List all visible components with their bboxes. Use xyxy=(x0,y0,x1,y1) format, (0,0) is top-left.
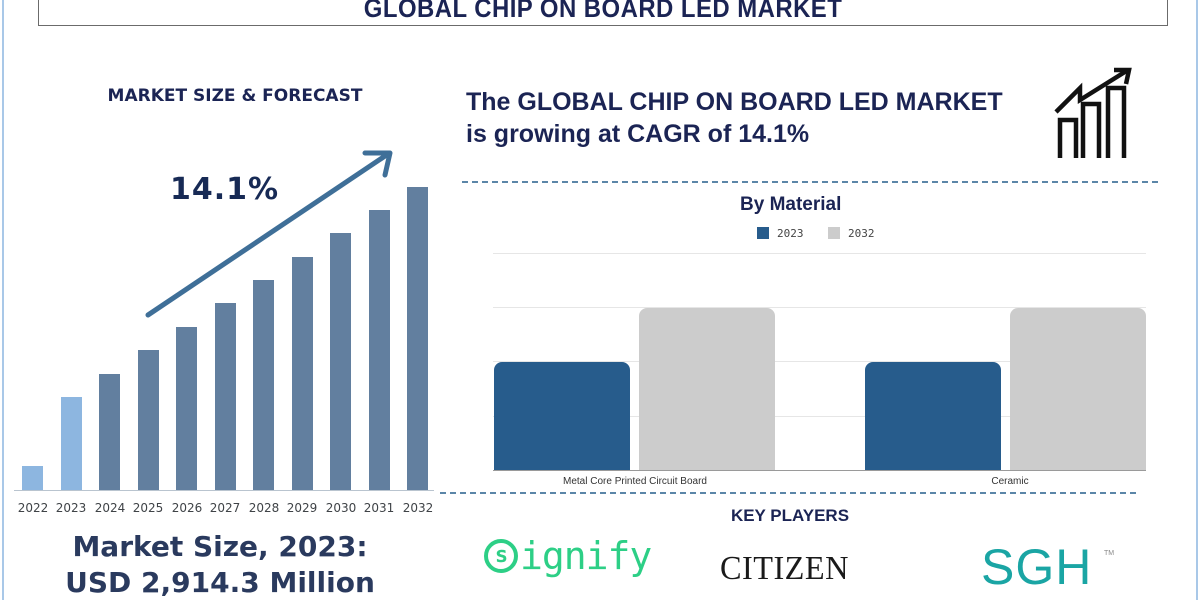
bar-mcpcb-2023 xyxy=(494,362,630,470)
section-divider xyxy=(440,492,1136,494)
bar-2024 xyxy=(99,374,120,490)
x-tick-label: 2026 xyxy=(171,501,203,515)
bar-2028 xyxy=(253,280,274,490)
legend-swatch-2032 xyxy=(828,227,840,239)
cagr-headline: The GLOBAL CHIP ON BOARD LED MARKET is g… xyxy=(466,86,1003,150)
sgh-logo: SGH xyxy=(981,539,1093,595)
bar-2029 xyxy=(292,257,313,490)
x-tick-label: 2032 xyxy=(402,501,434,515)
gridline xyxy=(493,361,1146,362)
bar-2032 xyxy=(407,187,428,490)
key-players-heading: KEY PLAYERS xyxy=(730,506,850,525)
bar-ceramic-2032 xyxy=(1010,308,1146,470)
bar-ceramic-2023 xyxy=(865,362,1001,470)
growth-arrow-icon xyxy=(145,150,393,318)
legend-label-2032: 2032 xyxy=(848,227,875,240)
bar-2031 xyxy=(369,210,390,490)
section-divider xyxy=(462,181,1158,183)
bar-2026 xyxy=(176,327,197,490)
gridline xyxy=(493,307,1146,308)
bar-2025 xyxy=(138,350,159,490)
bar-mcpcb-2032 xyxy=(639,308,775,470)
gridline xyxy=(493,416,1146,417)
headline-line-2: is growing at CAGR of 14.1% xyxy=(466,120,810,148)
x-tick-label: 2025 xyxy=(132,501,164,515)
bar-2023 xyxy=(61,397,82,490)
by-material-heading: By Material xyxy=(740,194,842,215)
category-label-ceramic: Ceramic xyxy=(991,476,1029,487)
signify-s-mark: s xyxy=(484,539,518,573)
page-title: GLOBAL CHIP ON BOARD LED MARKET xyxy=(363,0,843,23)
x-tick-label: 2029 xyxy=(286,501,318,515)
sgh-trademark: TM xyxy=(1104,550,1115,557)
bar-chart-growth-icon xyxy=(1054,67,1132,158)
signify-wordmark: ignify xyxy=(520,534,652,578)
legend-label-2023: 2023 xyxy=(777,227,804,240)
x-tick-label: 2028 xyxy=(248,501,280,515)
bar-2027 xyxy=(215,303,236,490)
bar-2030 xyxy=(330,233,351,490)
signify-logo: s ignify xyxy=(484,534,652,578)
cagr-value: 14.1% xyxy=(170,172,280,207)
material-x-axis xyxy=(493,470,1146,471)
x-tick-label: 2022 xyxy=(17,501,49,515)
title-banner: GLOBAL CHIP ON BOARD LED MARKET xyxy=(38,0,1168,26)
x-tick-label: 2031 xyxy=(363,501,395,515)
market-size-label: Market Size, 2023: xyxy=(72,530,368,563)
category-label-mcpcb: Metal Core Printed Circuit Board xyxy=(563,476,707,487)
bar-2022 xyxy=(22,466,43,490)
market-size-forecast-heading: MARKET SIZE & FORECAST xyxy=(107,86,363,106)
x-tick-label: 2030 xyxy=(325,501,357,515)
frame-border-left xyxy=(2,0,4,600)
market-size-value: USD 2,914.3 Million xyxy=(65,566,375,599)
x-tick-label: 2024 xyxy=(94,501,126,515)
citizen-logo: CITIZEN xyxy=(720,550,849,587)
x-tick-label: 2027 xyxy=(209,501,241,515)
headline-line-1: The GLOBAL CHIP ON BOARD LED MARKET xyxy=(466,88,1003,116)
x-tick-label: 2023 xyxy=(55,501,87,515)
frame-border-right xyxy=(1196,0,1198,600)
gridline xyxy=(493,253,1146,254)
x-axis-line xyxy=(14,490,434,491)
legend-swatch-2023 xyxy=(757,227,769,239)
